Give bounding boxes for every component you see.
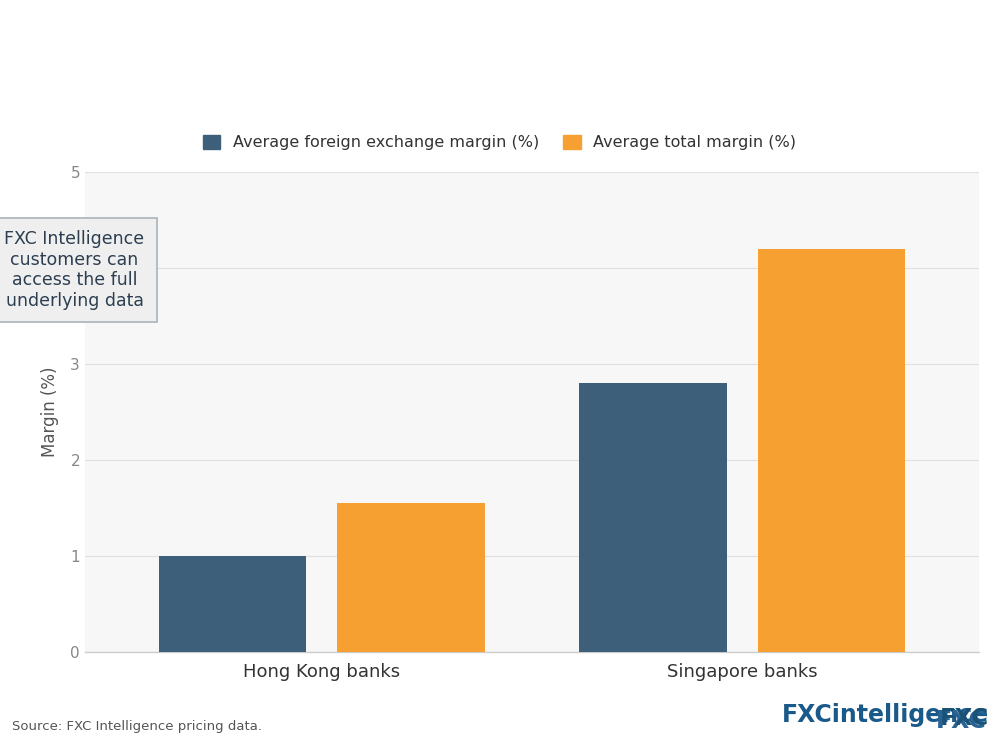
Bar bbox=[579, 383, 726, 652]
Text: FXC: FXC bbox=[940, 707, 989, 730]
Y-axis label: Margin (%): Margin (%) bbox=[41, 367, 59, 457]
Bar bbox=[338, 503, 485, 652]
Legend: Average foreign exchange margin (%), Average total margin (%): Average foreign exchange margin (%), Ave… bbox=[196, 128, 803, 157]
Text: FXC Intelligence
customers can
access the full
underlying data: FXC Intelligence customers can access th… bbox=[4, 230, 145, 310]
Bar bbox=[159, 556, 306, 652]
Text: FXC: FXC bbox=[936, 709, 987, 733]
Text: FXCintelligence: FXCintelligence bbox=[782, 703, 989, 727]
Text: Source: FXC Intelligence pricing data.: Source: FXC Intelligence pricing data. bbox=[12, 720, 262, 733]
Text: FXC: FXC bbox=[936, 709, 987, 733]
Bar bbox=[758, 249, 905, 652]
Text: FXCintelligence™: FXCintelligence™ bbox=[756, 709, 987, 733]
Text: Cost of sending international payments from local currency to USD (Nov 22): Cost of sending international payments f… bbox=[12, 78, 699, 96]
Text: International business transfer cost for Hong Kong and Singapore: International business transfer cost for… bbox=[12, 22, 995, 48]
